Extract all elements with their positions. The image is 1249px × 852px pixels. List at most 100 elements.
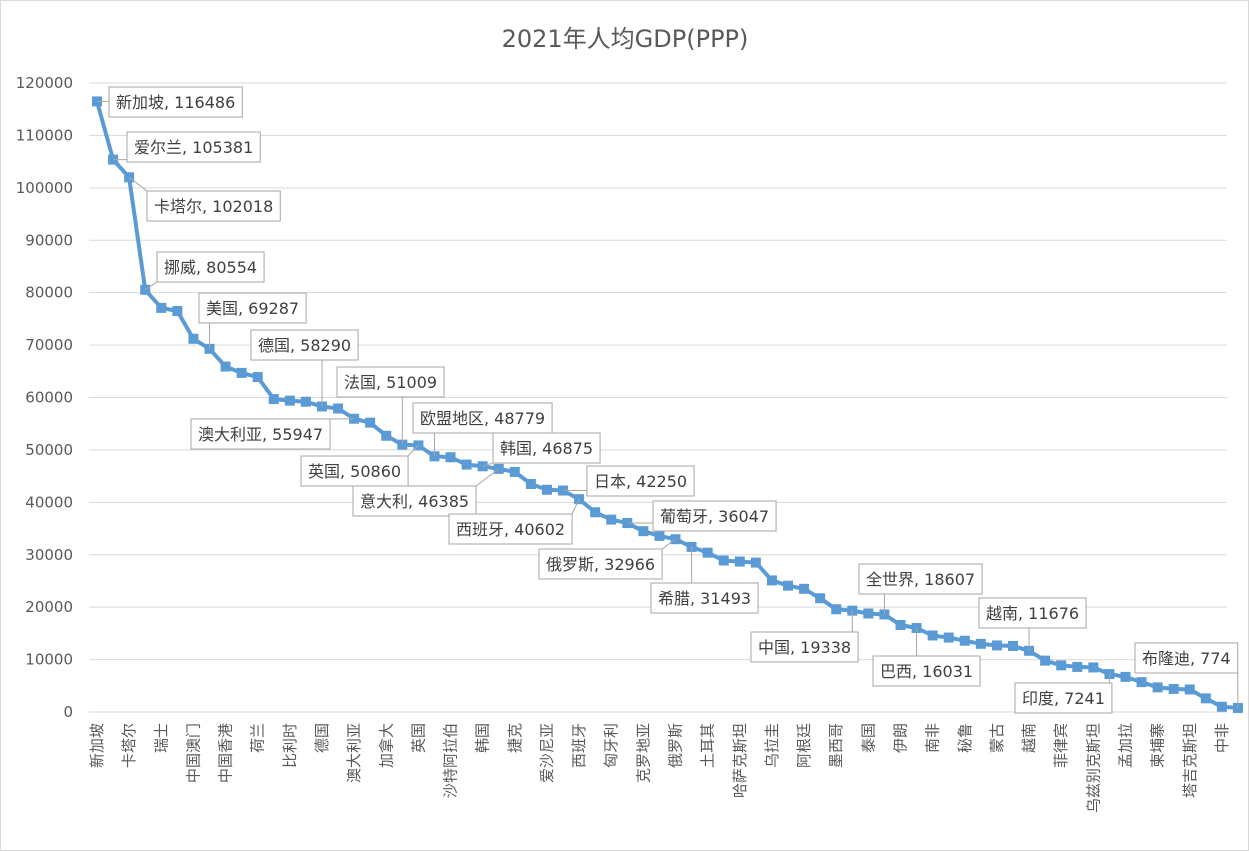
x-tick-label: 土耳其 — [699, 723, 717, 768]
data-label: 法国, 51009 — [337, 367, 444, 397]
y-tick-label: 80000 — [25, 284, 73, 302]
data-point — [719, 556, 729, 566]
x-axis-ticks: 新加坡卡塔尔瑞士中国澳门中国香港荷兰比利时德国澳大利亚加拿大英国沙特阿拉伯韩国捷… — [88, 723, 1231, 813]
data-label: 新加坡, 116486 — [109, 87, 242, 117]
x-tick-label: 卡塔尔 — [120, 723, 138, 768]
data-label: 全世界, 18607 — [859, 564, 982, 594]
x-tick-label: 乌拉圭 — [763, 723, 781, 768]
data-label-text: 印度, 7241 — [1022, 689, 1105, 708]
data-label-text: 欧盟地区, 48779 — [420, 409, 545, 428]
data-point — [606, 515, 616, 525]
data-point — [381, 431, 391, 441]
data-point — [285, 396, 295, 406]
data-point — [590, 507, 600, 517]
x-tick-label: 匈牙利 — [602, 723, 620, 768]
y-tick-label: 120000 — [16, 74, 73, 92]
data-point — [944, 633, 954, 643]
data-label-text: 越南, 11676 — [986, 604, 1079, 623]
data-label-text: 中国, 19338 — [758, 638, 851, 657]
data-label-text: 新加坡, 116486 — [116, 93, 235, 112]
data-label-text: 英国, 50860 — [308, 462, 401, 481]
data-label: 美国, 69287 — [199, 293, 306, 323]
data-point — [1169, 684, 1179, 694]
data-point — [928, 630, 938, 640]
data-point — [1153, 682, 1163, 692]
x-tick-label: 爱沙尼亚 — [538, 723, 556, 783]
x-tick-label: 伊朗 — [892, 723, 910, 753]
x-tick-label: 克罗地亚 — [634, 723, 652, 783]
x-tick-label: 澳大利亚 — [345, 723, 363, 783]
data-point — [960, 636, 970, 646]
x-tick-label: 英国 — [409, 723, 427, 753]
data-point — [526, 479, 536, 489]
y-tick-label: 40000 — [25, 493, 73, 511]
data-label: 葡萄牙, 36047 — [653, 501, 776, 531]
x-tick-label: 秘鲁 — [956, 723, 974, 753]
x-tick-label: 蒙古 — [988, 723, 1006, 753]
chart-title: 2021年人均GDP(PPP) — [502, 25, 749, 53]
data-label-text: 布隆迪, 774 — [1142, 649, 1231, 668]
data-point — [237, 368, 247, 378]
data-point — [654, 531, 664, 541]
data-point — [1088, 662, 1098, 672]
data-point — [783, 581, 793, 591]
x-tick-label: 沙特阿拉伯 — [442, 723, 460, 798]
x-tick-label: 墨西哥 — [827, 723, 845, 768]
data-label: 俄罗斯, 32966 — [539, 549, 662, 579]
data-label: 欧盟地区, 48779 — [413, 403, 552, 433]
data-point — [1056, 660, 1066, 670]
data-point — [638, 526, 648, 536]
data-point — [542, 485, 552, 495]
data-label-text: 希腊, 31493 — [658, 589, 751, 608]
data-point — [253, 372, 263, 382]
y-tick-label: 70000 — [25, 336, 73, 354]
data-point — [1008, 641, 1018, 651]
data-point — [815, 593, 825, 603]
x-tick-label: 比利时 — [281, 723, 299, 768]
data-label-text: 日本, 42250 — [594, 472, 687, 491]
x-tick-label: 中国澳门 — [184, 723, 202, 783]
data-point — [365, 418, 375, 428]
data-label-text: 全世界, 18607 — [866, 570, 975, 589]
data-label-text: 韩国, 46875 — [500, 439, 593, 458]
data-point — [269, 394, 279, 404]
data-label: 希腊, 31493 — [651, 583, 758, 613]
y-tick-label: 20000 — [25, 598, 73, 616]
data-point — [767, 575, 777, 585]
data-label-text: 俄罗斯, 32966 — [546, 555, 655, 574]
x-tick-label: 捷克 — [506, 723, 524, 753]
data-label: 巴西, 16031 — [873, 656, 980, 686]
data-label-text: 法国, 51009 — [344, 373, 437, 392]
data-point — [896, 620, 906, 630]
x-tick-label: 哈萨克斯坦 — [731, 723, 749, 798]
data-label: 挪威, 80554 — [157, 252, 264, 282]
data-point — [333, 404, 343, 414]
y-axis-ticks: 0100002000030000400005000060000700008000… — [16, 74, 73, 721]
y-tick-label: 10000 — [25, 651, 73, 669]
x-tick-label: 中非 — [1213, 723, 1231, 753]
y-tick-label: 110000 — [16, 126, 73, 144]
data-point — [1201, 693, 1211, 703]
data-point — [1217, 702, 1227, 712]
y-tick-label: 90000 — [25, 231, 73, 249]
data-label: 意大利, 46385 — [353, 486, 476, 516]
data-label: 德国, 58290 — [251, 330, 358, 360]
data-label: 布隆迪, 774 — [1135, 643, 1238, 673]
data-label-text: 巴西, 16031 — [880, 662, 973, 681]
x-tick-label: 荷兰 — [249, 723, 267, 753]
x-tick-label: 越南 — [1020, 723, 1038, 753]
data-label: 越南, 11676 — [979, 598, 1086, 628]
x-tick-label: 孟加拉 — [1116, 723, 1134, 768]
x-tick-label: 菲律宾 — [1052, 723, 1070, 768]
data-point — [1185, 684, 1195, 694]
data-label-text: 葡萄牙, 36047 — [660, 507, 769, 526]
data-point — [188, 334, 198, 344]
y-tick-label: 100000 — [16, 179, 73, 197]
data-label: 西班牙, 40602 — [449, 514, 572, 544]
data-label: 爱尔兰, 105381 — [127, 132, 260, 162]
data-label-text: 美国, 69287 — [206, 299, 299, 318]
x-tick-label: 韩国 — [474, 723, 492, 753]
data-label: 澳大利亚, 55947 — [191, 419, 330, 449]
data-label: 韩国, 46875 — [493, 433, 600, 463]
